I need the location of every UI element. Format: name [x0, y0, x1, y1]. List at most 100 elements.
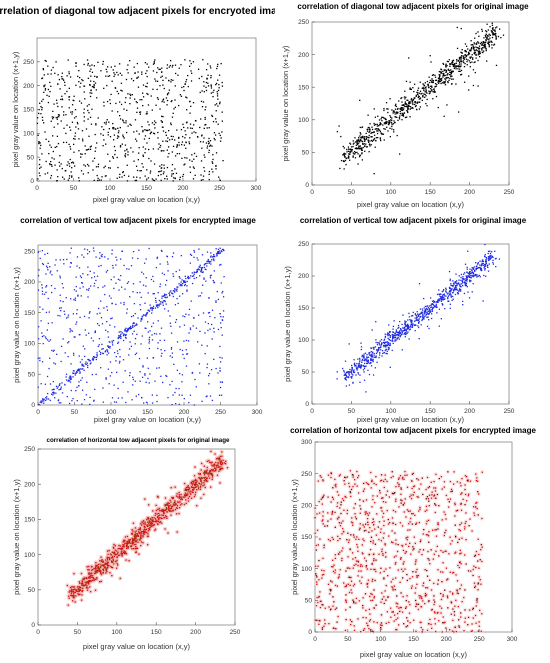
scatter-point: [442, 62, 444, 65]
scatter-point: [488, 44, 491, 46]
scatter-point: [464, 281, 466, 283]
scatter-point: [486, 38, 488, 40]
scatter-point: [144, 327, 146, 329]
scatter-point: [90, 75, 92, 77]
scatter-point: [345, 379, 347, 381]
scatter-point: [76, 371, 78, 373]
scatter-point: [60, 402, 62, 404]
scatter-point: [75, 62, 77, 64]
scatter-point: [204, 118, 206, 120]
scatter-point: [371, 352, 374, 354]
scatter-point: [129, 60, 131, 62]
scatter-point: [344, 156, 346, 158]
scatter-point: [182, 353, 184, 356]
scatter-point: [401, 107, 403, 110]
scatter-point: [449, 307, 451, 309]
scatter-point: [195, 277, 198, 279]
scatter-point: [416, 311, 418, 313]
scatter-point: [455, 83, 457, 85]
scatter-point: [421, 316, 423, 318]
scatter-point: [152, 63, 155, 65]
scatter-point: [57, 105, 59, 108]
scatter-point: [219, 252, 221, 254]
scatter-point: [154, 59, 156, 61]
scatter-point: [101, 126, 103, 128]
scatter-point: [356, 151, 358, 154]
scatter-point: [343, 152, 345, 155]
scatter-point: [445, 64, 447, 66]
scatter-point: [485, 260, 487, 262]
scatter-point: [127, 93, 129, 95]
scatter-point: [106, 320, 108, 323]
scatter-point: [116, 371, 118, 374]
scatter-point: [219, 322, 222, 324]
scatter-point: [68, 163, 70, 165]
scatter-point: [359, 360, 361, 363]
scatter-point: [447, 300, 449, 302]
scatter-point: [453, 287, 456, 289]
scatter-point: [128, 354, 130, 356]
scatter-point: [49, 272, 51, 274]
scatter-point: [162, 98, 165, 100]
scatter-point: [497, 35, 500, 38]
scatter-point: [159, 68, 161, 71]
scatter-point: [437, 299, 439, 302]
scatter-point: [200, 118, 202, 120]
scatter-point: [199, 91, 201, 94]
scatter-point: [208, 383, 210, 385]
scatter-point: [376, 344, 379, 346]
scatter-point: [215, 83, 217, 86]
scatter-point: [473, 61, 475, 64]
scatter-point: [498, 28, 501, 30]
scatter-point: [67, 342, 69, 344]
scatter-point: [417, 92, 419, 94]
scatter-point: [64, 81, 66, 84]
scatter-point: [406, 110, 409, 112]
scatter-point: [209, 277, 212, 279]
scatter-point: [93, 276, 96, 278]
scatter-point: [431, 79, 433, 81]
scatter-point: [466, 280, 468, 282]
scatter-point: [471, 271, 473, 274]
scatter-point: [122, 171, 125, 173]
scatter-point: [119, 258, 122, 260]
scatter-point: [141, 126, 143, 128]
scatter-point: [144, 175, 146, 177]
scatter-point: [218, 394, 221, 396]
scatter-point: [384, 336, 387, 338]
scatter-point: [199, 330, 201, 333]
scatter-point: [91, 277, 93, 279]
scatter-point: [134, 353, 137, 356]
scatter-point: [439, 295, 441, 298]
scatter-point: [481, 260, 483, 262]
scatter-point: [435, 79, 437, 82]
scatter-point: [419, 90, 422, 92]
scatter-point: [81, 363, 83, 365]
scatter-point: [346, 151, 348, 153]
scatter-point: [153, 123, 155, 126]
scatter-point: [403, 326, 406, 329]
scatter-point: [445, 287, 447, 289]
scatter-point: [120, 333, 122, 335]
scatter-point: [64, 383, 66, 386]
scatter-point: [96, 275, 99, 277]
scatter-point: [404, 336, 406, 338]
scatter-point: [214, 139, 216, 141]
scatter-point: [65, 113, 67, 116]
scatter-point: [441, 82, 444, 84]
scatter-point: [45, 311, 48, 314]
y-tick-label: 50: [302, 369, 310, 376]
scatter-point: [457, 292, 460, 294]
scatter-point: [83, 116, 86, 118]
scatter-point: [359, 99, 361, 102]
scatter-point: [448, 79, 450, 82]
scatter-point: [469, 57, 472, 59]
scatter-point: [155, 521, 158, 523]
scatter-point: [401, 101, 403, 103]
scatter-point: [159, 108, 161, 110]
scatter-point: [482, 300, 484, 302]
scatter-point: [203, 474, 206, 476]
scatter-point: [472, 84, 475, 87]
scatter-point: [449, 77, 451, 80]
scatter-point: [204, 352, 206, 355]
